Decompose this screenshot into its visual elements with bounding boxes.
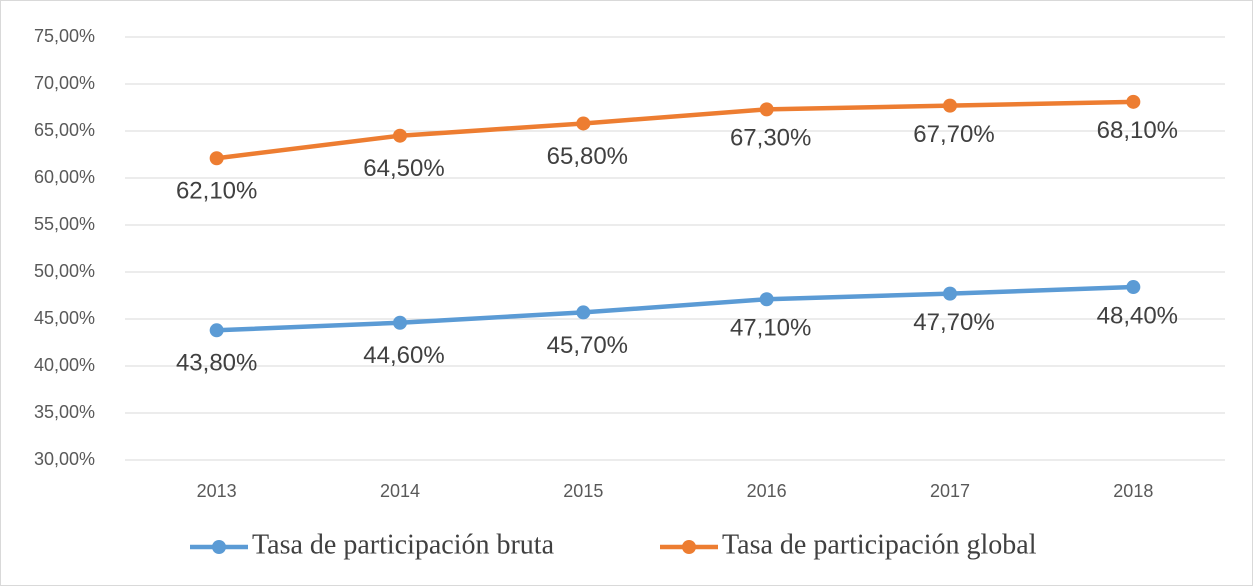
y-tick-label: 55,00% xyxy=(34,214,95,234)
data-point xyxy=(393,128,407,143)
y-tick-label: 50,00% xyxy=(34,261,95,281)
data-point xyxy=(1126,280,1141,295)
x-tick-label: 2015 xyxy=(563,481,603,501)
data-label: 68,10% xyxy=(1097,117,1178,144)
data-point xyxy=(209,151,224,166)
data-label: 67,70% xyxy=(913,121,994,148)
data-point xyxy=(576,305,591,320)
x-tick-label: 2013 xyxy=(197,481,237,501)
y-tick-label: 70,00% xyxy=(34,73,95,93)
data-point xyxy=(943,286,957,301)
y-tick-label: 35,00% xyxy=(34,402,95,422)
data-label: 44,60% xyxy=(363,342,444,369)
data-point xyxy=(943,98,957,113)
y-tick-label: 60,00% xyxy=(34,167,95,187)
data-point xyxy=(759,292,774,307)
x-tick-label: 2018 xyxy=(1113,481,1153,501)
data-point xyxy=(209,323,224,338)
data-label: 64,50% xyxy=(363,155,444,182)
data-point xyxy=(393,315,407,330)
data-point xyxy=(1126,94,1141,109)
data-point xyxy=(576,116,591,131)
data-label: 45,70% xyxy=(547,332,628,359)
data-label: 47,10% xyxy=(730,315,811,342)
legend-label: Tasa de participación bruta xyxy=(252,529,555,560)
data-label: 47,70% xyxy=(913,309,994,336)
x-tick-label: 2014 xyxy=(380,481,420,501)
legend-marker xyxy=(682,540,696,554)
x-tick-label: 2017 xyxy=(930,481,970,501)
series-line xyxy=(214,99,1136,161)
y-tick-label: 75,00% xyxy=(34,26,95,46)
data-label: 62,10% xyxy=(176,178,257,205)
x-tick-label: 2016 xyxy=(747,481,787,501)
y-tick-label: 30,00% xyxy=(34,449,95,469)
y-tick-label: 45,00% xyxy=(34,308,95,328)
legend-label: Tasa de participación global xyxy=(722,529,1037,560)
series-line xyxy=(214,284,1136,333)
data-label: 65,80% xyxy=(547,143,628,170)
data-point xyxy=(759,102,774,117)
legend-marker xyxy=(212,540,226,554)
y-tick-label: 65,00% xyxy=(34,120,95,140)
data-label: 43,80% xyxy=(176,350,257,377)
y-tick-label: 40,00% xyxy=(34,355,95,375)
data-label: 48,40% xyxy=(1097,302,1178,329)
data-label: 67,30% xyxy=(730,125,811,152)
